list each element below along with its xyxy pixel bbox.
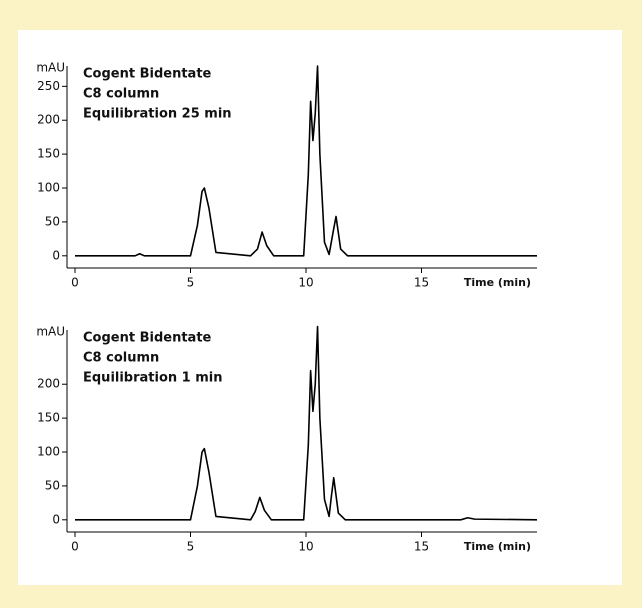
x-tick-label: 10 xyxy=(298,276,313,290)
y-axis-label: mAU xyxy=(36,61,65,75)
x-tick-label: 10 xyxy=(298,540,313,554)
annotation: C8 column xyxy=(83,351,159,366)
y-tick-label: 0 xyxy=(52,512,60,526)
annotation: C8 column xyxy=(83,87,159,102)
y-axis-label: mAU xyxy=(36,325,65,339)
annotation: Equilibration 25 min xyxy=(83,107,232,122)
x-tick-label: 0 xyxy=(71,276,79,290)
trace xyxy=(75,325,538,521)
x-axis-label: Time (min) xyxy=(464,276,531,289)
annotation: Equilibration 1 min xyxy=(83,371,223,386)
x-tick-label: 15 xyxy=(414,276,429,290)
panel xyxy=(18,30,622,585)
x-tick-label: 5 xyxy=(187,540,195,554)
y-tick-label: 200 xyxy=(37,377,60,391)
x-axis-label: Time (min) xyxy=(464,540,531,553)
y-tick-label: 100 xyxy=(37,445,60,459)
y-tick-label: 200 xyxy=(37,113,60,127)
annotation: Cogent Bidentate xyxy=(83,331,212,346)
x-tick-label: 0 xyxy=(71,540,79,554)
annotation: Cogent Bidentate xyxy=(83,67,212,82)
y-tick-label: 250 xyxy=(37,79,60,93)
y-tick-label: 0 xyxy=(52,248,60,262)
x-tick-label: 15 xyxy=(414,540,429,554)
y-tick-label: 100 xyxy=(37,181,60,195)
y-tick-label: 150 xyxy=(37,147,60,161)
y-tick-label: 150 xyxy=(37,411,60,425)
x-tick-label: 5 xyxy=(187,276,195,290)
trace xyxy=(75,65,537,257)
y-tick-label: 50 xyxy=(45,478,60,492)
y-tick-label: 50 xyxy=(45,214,60,228)
